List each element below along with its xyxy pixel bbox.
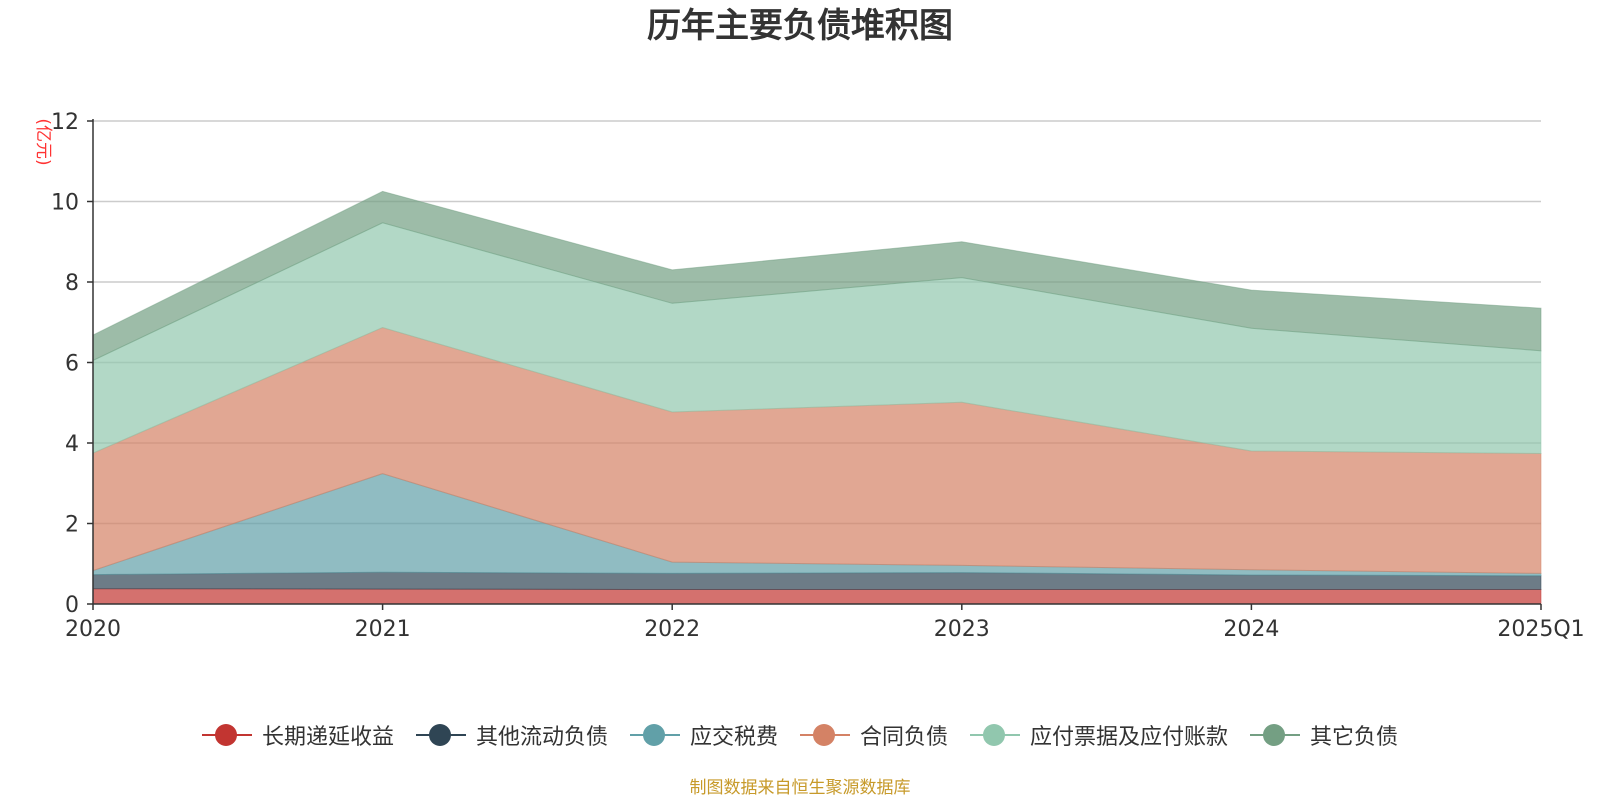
chart-title: 历年主要负债堆积图 (647, 6, 953, 46)
legend-marker (800, 723, 850, 747)
y-tick-label: 12 (51, 110, 79, 135)
legend-label: 应交税费 (689, 725, 778, 750)
area-layer (92, 190, 1542, 605)
x-tick-label: 2022 (644, 617, 700, 642)
area-series-5 (92, 190, 1542, 362)
axes: 0 2 4 6 8 10 12 2020 2021 2022 2023 2024 2025Q1 (51, 110, 1585, 642)
legend-item-2[interactable]: 应交税费 (629, 719, 778, 751)
source-note: 制图数据来自恒生聚源数据库 (689, 778, 911, 798)
y-tick-label: 4 (65, 432, 79, 457)
legend-label: 其它负债 (1310, 725, 1399, 750)
legend-marker (629, 723, 680, 747)
legend-marker (1250, 723, 1301, 747)
legend-label: 合同负债 (860, 725, 949, 750)
x-tick-label: 2020 (65, 617, 121, 642)
area-series-0 (92, 588, 1542, 605)
legend-item-3[interactable]: 合同负债 (800, 719, 948, 751)
legend-item-5[interactable]: 其它负债 (1250, 719, 1398, 751)
legend-marker (201, 723, 252, 747)
legend-marker (415, 723, 466, 747)
y-axis-unit-label: (亿元) (33, 118, 53, 165)
legend: 长期递延收益 其他流动负债 应交税费 合同负债 应付票据及应付账款 其它负债 (0, 718, 1600, 752)
legend-label: 长期递延收益 (261, 725, 394, 750)
x-tick-label: 2023 (934, 617, 990, 642)
y-tick-label: 2 (65, 513, 79, 538)
legend-item-4[interactable]: 应付票据及应付账款 (970, 719, 1228, 751)
legend-item-0[interactable]: 长期递延收益 (201, 719, 394, 751)
y-tick-label: 8 (65, 271, 79, 296)
legend-label: 其他流动负债 (475, 725, 608, 750)
legend-label: 应付票据及应付账款 (1030, 725, 1229, 750)
legend-marker (970, 723, 1021, 747)
x-tick-label: 2025Q1 (1497, 617, 1584, 642)
y-tick-label: 6 (65, 352, 79, 377)
y-tick-label: 10 (51, 191, 79, 216)
legend-item-1[interactable]: 其他流动负债 (415, 719, 608, 751)
x-tick-label: 2021 (355, 617, 411, 642)
x-tick-label: 2024 (1223, 617, 1279, 642)
y-tick-label: 0 (65, 593, 79, 618)
